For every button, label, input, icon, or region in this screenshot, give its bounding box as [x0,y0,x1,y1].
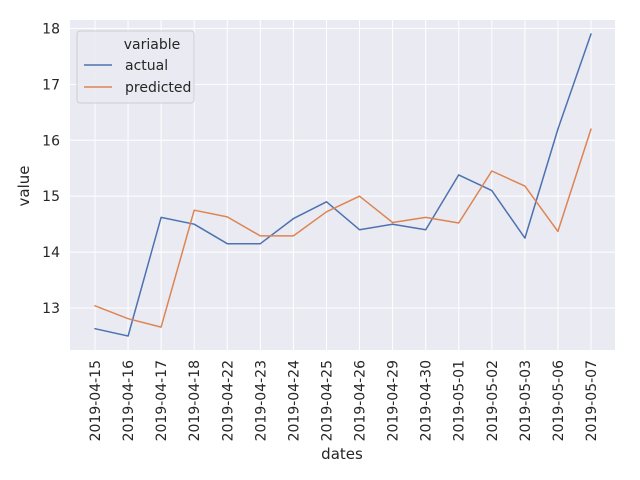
legend-entry-actual: actual [125,58,168,74]
legend-box [76,30,195,104]
series-line-predicted [94,128,592,328]
x-tick-label: 2019-05-01 [452,360,468,441]
x-tick-label: 2019-04-24 [286,360,302,441]
y-axis-label: value [15,166,33,207]
x-tick-label: 2019-05-03 [518,360,534,441]
y-tick-labels: 13 14 15 16 17 18 [42,21,60,317]
y-tick-label: 18 [42,21,60,37]
x-axis-label: dates [321,445,363,463]
x-tick-label: 2019-05-02 [485,360,501,441]
x-tick-labels: 2019-04-15 2019-04-16 2019-04-17 2019-04-18… [88,360,600,441]
y-tick-label: 14 [42,245,60,261]
x-tick-label: 2019-04-23 [253,360,269,441]
x-tick-label: 2019-04-26 [353,360,369,441]
legend: variable actual predicted [76,30,195,104]
x-tick-label: 2019-05-06 [551,360,567,441]
y-tick-label: 17 [42,77,60,93]
series-line-actual [94,33,592,337]
x-tick-label: 2019-04-17 [154,360,170,441]
x-tick-label: 2019-04-30 [419,360,435,441]
legend-title: variable [124,37,180,53]
x-tick-label: 2019-05-07 [584,360,600,441]
legend-entry-predicted: predicted [125,80,191,96]
series-lines [94,33,592,337]
y-tick-label: 15 [42,189,60,205]
x-tick-label: 2019-04-22 [220,360,236,441]
y-tick-label: 16 [42,133,60,149]
x-tick-label: 2019-04-18 [187,360,203,441]
x-tick-label: 2019-04-16 [121,360,137,441]
x-tick-label: 2019-04-25 [319,360,335,441]
x-tick-label: 2019-04-29 [386,360,402,441]
y-tick-label: 13 [42,301,60,317]
x-tick-label: 2019-04-15 [88,360,104,441]
